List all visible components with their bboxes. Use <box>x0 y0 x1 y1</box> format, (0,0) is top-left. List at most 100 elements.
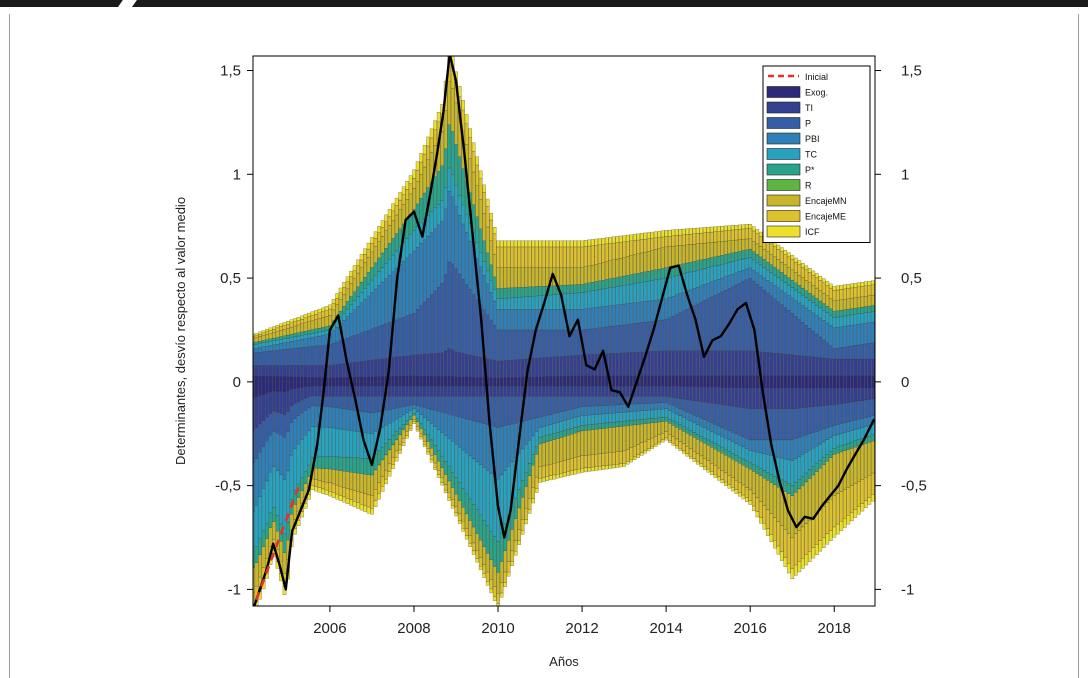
bar-segment <box>773 540 777 549</box>
bar-segment <box>647 375 651 382</box>
bar-segment <box>293 418 297 449</box>
bar-segment <box>766 375 770 382</box>
bar-segment <box>475 381 479 387</box>
bar-segment <box>419 375 423 382</box>
bar-segment <box>366 385 371 397</box>
bar-segment <box>359 396 364 412</box>
bar-segment <box>268 512 273 528</box>
bar-segment <box>825 281 830 286</box>
bar-segment <box>703 242 707 260</box>
bar-segment <box>846 288 851 299</box>
bar-segment <box>762 453 767 471</box>
bar-segment <box>443 474 448 486</box>
bar-segment <box>265 341 269 347</box>
bar-segment <box>380 459 385 477</box>
bar-segment <box>317 395 322 407</box>
bar-segment <box>510 529 514 552</box>
bar-segment <box>426 235 430 299</box>
bar-segment <box>307 407 311 431</box>
bar-segment <box>755 387 760 409</box>
bar-segment <box>454 416 458 445</box>
bar-segment <box>475 356 479 378</box>
legend-label: PBI <box>805 134 820 144</box>
bar-segment <box>745 460 749 468</box>
bar-segment <box>384 454 388 471</box>
bar-segment <box>839 423 844 434</box>
bar-segment <box>657 268 661 280</box>
bar-segment <box>268 341 273 346</box>
bar-segment <box>682 350 686 376</box>
bar-segment <box>794 458 798 483</box>
bar-segment <box>520 381 525 387</box>
bar-segment <box>713 465 718 475</box>
bar-segment <box>356 381 360 387</box>
bar-segment <box>429 128 434 139</box>
bar-segment <box>345 429 350 458</box>
bar-segment <box>471 294 476 356</box>
bar-segment <box>622 275 626 286</box>
bar-segment <box>797 302 802 320</box>
bar-segment <box>801 277 805 289</box>
bar-segment <box>415 375 420 382</box>
bar-segment <box>857 387 861 402</box>
bar-segment <box>485 525 490 554</box>
bar-segment <box>314 310 318 315</box>
bar-segment <box>850 358 854 376</box>
bar-segment <box>377 450 381 466</box>
bar-segment <box>485 198 490 207</box>
bar-segment <box>759 408 763 441</box>
bar-segment <box>703 284 707 301</box>
bar-segment <box>352 501 357 508</box>
bar-segment <box>699 455 704 465</box>
bar-segment <box>671 405 676 413</box>
bar-segment <box>356 259 360 266</box>
bar-segment <box>640 403 644 411</box>
bar-segment <box>457 195 462 216</box>
bar-segment <box>724 225 728 231</box>
bar-segment <box>307 321 311 331</box>
bar-segment <box>503 377 507 382</box>
bar-segment <box>272 344 276 351</box>
bar-segment <box>622 285 626 305</box>
bar-segment <box>380 227 385 237</box>
bar-segment <box>731 261 735 275</box>
bar-segment <box>811 285 816 296</box>
bar-segment <box>552 423 556 434</box>
bar-segment <box>419 396 423 407</box>
bar-segment <box>548 396 553 415</box>
bar-segment <box>864 417 868 427</box>
bar-segment <box>475 216 479 243</box>
bar-segment <box>825 454 830 462</box>
bar-segment <box>352 309 357 336</box>
legend-swatch <box>766 101 801 114</box>
bar-segment <box>734 480 739 491</box>
bar-segment <box>454 494 458 507</box>
bar-segment <box>359 376 364 382</box>
bar-segment <box>615 286 619 305</box>
bar-segment <box>804 387 809 408</box>
bar-segment <box>401 442 406 447</box>
bar-segment <box>531 246 535 268</box>
bar-segment <box>412 230 416 252</box>
bar-segment <box>741 224 746 230</box>
bar-segment <box>499 298 504 310</box>
bar-segment <box>433 426 437 446</box>
legend-label: Exog. <box>805 88 828 98</box>
bar-segment <box>629 420 633 426</box>
bar-segment <box>377 271 381 286</box>
bar-segment <box>261 381 266 395</box>
bar-segment <box>499 240 504 248</box>
bar-segment <box>366 412 371 434</box>
bar-segment <box>636 424 640 445</box>
bar-segment <box>871 322 875 344</box>
bar-segment <box>398 381 402 387</box>
bar-segment <box>338 340 343 365</box>
bar-segment <box>387 259 392 276</box>
bar-segment <box>293 321 297 327</box>
bar-segment <box>647 238 651 252</box>
bar-segment <box>829 314 833 326</box>
bar-segment <box>692 451 697 459</box>
bar-segment <box>629 447 633 460</box>
bar-segment <box>387 409 392 424</box>
bar-segment <box>706 386 711 403</box>
